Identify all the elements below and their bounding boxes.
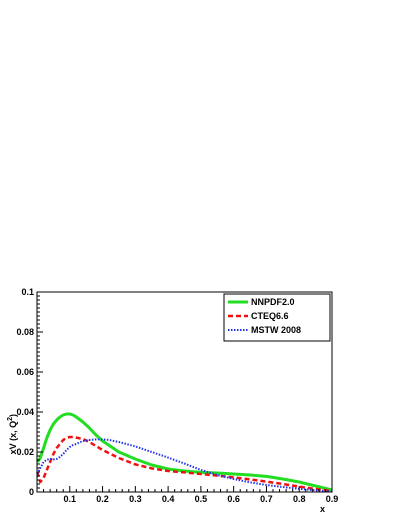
y-tick-label: 0.1 — [21, 287, 34, 297]
series-line-1 — [36, 412, 333, 492]
plot-series-group — [36, 412, 333, 493]
legend-label-2: CTEQ6.6 — [251, 311, 289, 321]
y-tick-label: 0.06 — [16, 367, 34, 377]
x-tick-label: 0.5 — [195, 494, 208, 504]
y-tick-label: 0 — [29, 487, 34, 497]
legend-label-3: MSTW 2008 — [251, 325, 301, 335]
legend-label-1: NNPDF2.0 — [251, 297, 295, 307]
legend-items: NNPDF2.0 CTEQ6.6 MSTW 2008 — [228, 297, 301, 335]
axis-tick-labels: 0.1 0.2 0.3 0.4 0.5 0.6 0.7 0.8 0.9 0 0.02 0.04 0.06… — [16, 287, 338, 504]
x-tick-label: 0.8 — [293, 494, 306, 504]
series-line-3 — [36, 438, 333, 493]
y-axis-label: xV (x, Q2) — [7, 414, 18, 454]
axis-ticks — [36, 291, 333, 493]
x-tick-label: 0.1 — [64, 494, 77, 504]
x-tick-label: 0.2 — [96, 494, 109, 504]
x-tick-label: 0.7 — [260, 494, 273, 504]
y-tick-label: 0.08 — [16, 327, 34, 337]
x-tick-label: 0.4 — [162, 494, 175, 504]
y-tick-label: 0.04 — [16, 407, 34, 417]
x-tick-label: 0.3 — [129, 494, 142, 504]
legend: NNPDF2.0 CTEQ6.6 MSTW 2008 — [223, 293, 331, 342]
x-tick-label: 0.9 — [326, 494, 339, 504]
x-tick-label: 0.6 — [227, 494, 240, 504]
series-line-2 — [36, 435, 333, 493]
x-axis-label: x — [320, 504, 325, 514]
y-tick-label: 0.02 — [16, 447, 34, 457]
